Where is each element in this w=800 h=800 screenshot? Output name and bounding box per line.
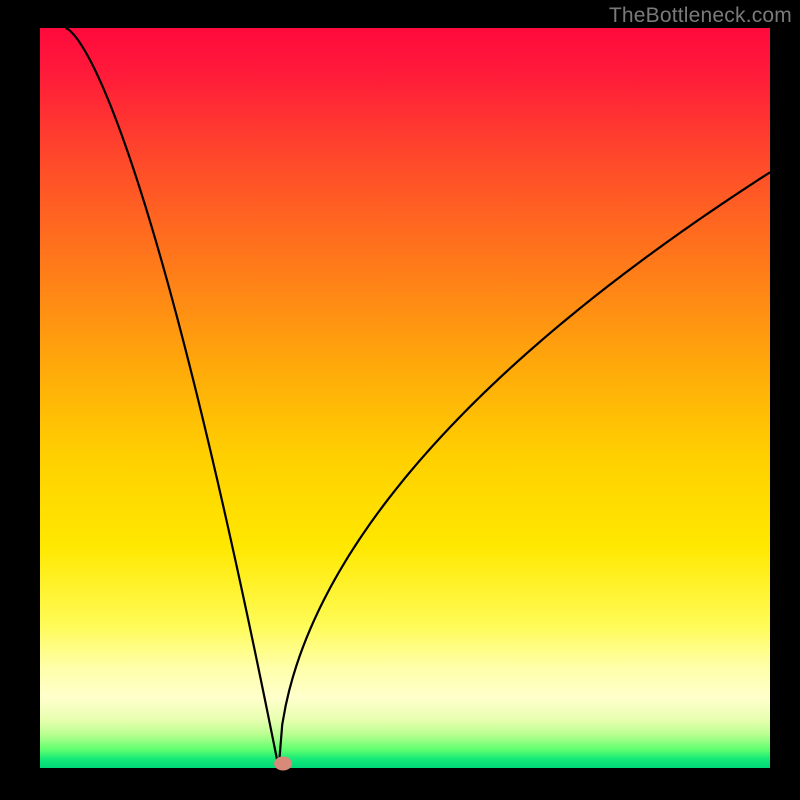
watermark-text: TheBottleneck.com	[609, 4, 792, 28]
plot-background	[40, 28, 770, 768]
chart-container: TheBottleneck.com	[0, 0, 800, 800]
chart-svg	[0, 0, 800, 800]
optimum-marker	[274, 757, 292, 771]
